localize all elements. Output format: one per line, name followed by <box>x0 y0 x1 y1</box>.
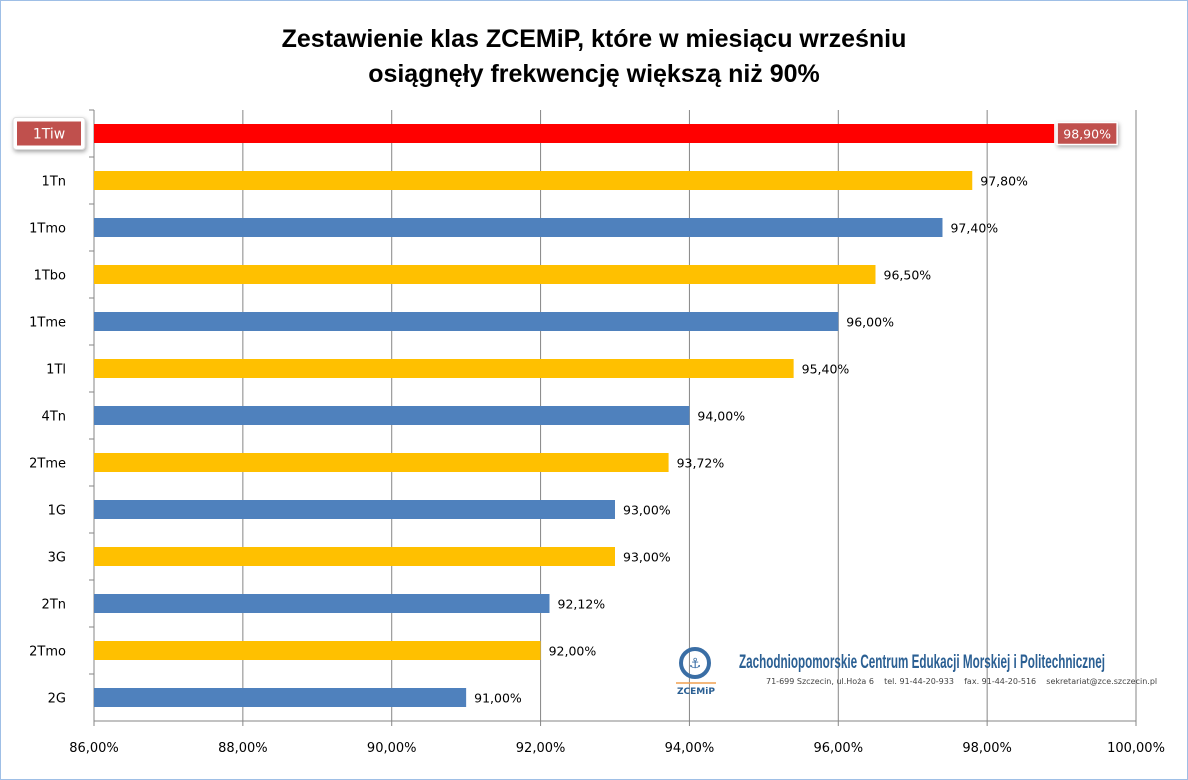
x-tick-label: 100,00% <box>1107 741 1165 756</box>
category-label: 1Tme <box>29 316 66 331</box>
category-label: 1Tiw <box>33 127 65 143</box>
zcemip-logo: ⚓ ZCEMiP Zachodniopomorskie Centrum Eduk… <box>676 647 1157 697</box>
value-label: 97,80% <box>980 174 1028 189</box>
category-label: 2G <box>48 692 66 707</box>
highlight-category-box <box>17 121 81 146</box>
bar-2Tn <box>94 594 550 613</box>
chart-title-line-1: Zestawienie klas ZCEMiP, które w miesiąc… <box>282 25 907 53</box>
x-tick-label: 94,00% <box>665 741 715 756</box>
category-label: 1Tn <box>42 175 66 190</box>
bar-1Tme <box>94 312 839 331</box>
value-label: 92,12% <box>558 597 606 612</box>
category-label: 3G <box>48 551 66 566</box>
category-label: 1Tl <box>46 363 66 378</box>
value-label: 91,00% <box>474 691 522 706</box>
value-label: 94,00% <box>697 409 745 424</box>
value-label: 93,72% <box>677 456 725 471</box>
category-label: 1G <box>48 504 66 519</box>
value-label: 98,90% <box>1063 127 1111 142</box>
x-tick-label: 88,00% <box>218 741 268 756</box>
category-label: 2Tme <box>29 457 66 472</box>
gear-anchor-icon <box>679 647 711 679</box>
category-label: 4Tn <box>42 410 66 425</box>
x-tick-label: 96,00% <box>813 741 863 756</box>
bar-2Tmo <box>94 641 541 660</box>
value-label: 96,00% <box>846 315 894 330</box>
highlight-value-box <box>1056 121 1118 146</box>
bar-1G <box>94 500 615 519</box>
value-label: 92,00% <box>549 644 597 659</box>
bar-2Tme <box>94 453 669 472</box>
category-label: 1Tmo <box>29 222 66 237</box>
logo-short: ZCEMiP <box>677 687 715 697</box>
x-tick-label: 98,00% <box>962 741 1012 756</box>
bar-1Tn <box>94 171 973 190</box>
logo-address: 71-699 Szczecin, ul.Hoża 6 tel. 91-44-20… <box>766 677 1157 686</box>
category-label: 2Tmo <box>29 645 66 660</box>
anchor-icon: ⚓ <box>689 656 702 672</box>
bar-1Tiw <box>94 124 1055 143</box>
bar-2G <box>94 688 467 707</box>
category-label: 2Tn <box>42 598 66 613</box>
value-label: 93,00% <box>623 550 671 565</box>
x-tick-label: 90,00% <box>367 741 417 756</box>
value-label: 96,50% <box>884 268 932 283</box>
bar-1Tl <box>94 359 794 378</box>
category-label: 1Tbo <box>34 269 66 284</box>
x-tick-label: 92,00% <box>516 741 566 756</box>
value-label: 93,00% <box>623 503 671 518</box>
logo-name: Zachodniopomorskie Centrum Edukacji Mors… <box>739 652 1105 673</box>
bar-3G <box>94 547 615 566</box>
bar-4Tn <box>94 406 690 425</box>
bar-1Tbo <box>94 265 876 284</box>
value-label: 97,40% <box>950 221 998 236</box>
value-label: 95,40% <box>802 362 850 377</box>
bar-1Tmo <box>94 218 943 237</box>
chart-title-line-2: osiągnęły frekwencję większą niż 90% <box>368 60 820 88</box>
x-tick-label: 86,00% <box>69 741 119 756</box>
